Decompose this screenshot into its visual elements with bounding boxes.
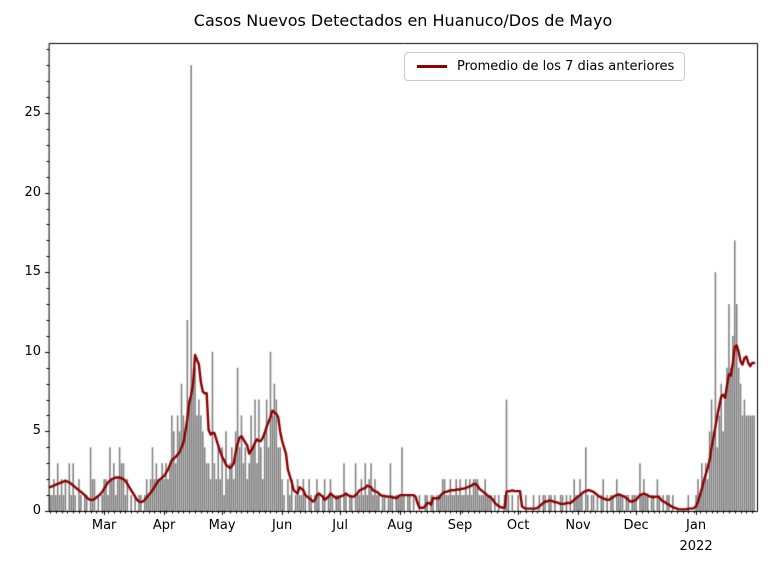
y-tick-label: 0 — [32, 503, 41, 518]
x-tick-label: Oct — [506, 518, 530, 533]
x-tick-label: Jun — [271, 518, 293, 533]
y-tick-label: 25 — [24, 105, 41, 121]
x-tick-label: Nov — [565, 518, 591, 533]
x-tick-label: May — [208, 518, 236, 533]
y-tick-label: 15 — [24, 264, 41, 280]
x-tick-label: Apr — [152, 518, 176, 533]
x-tick-label: Aug — [387, 518, 413, 533]
x-tick-year-label: 2022 — [679, 539, 713, 554]
x-tick-label: Jul — [332, 518, 348, 533]
y-tick-label: 10 — [24, 343, 41, 359]
x-tick-label: Dec — [623, 518, 649, 533]
legend-line-sample-icon — [417, 65, 447, 68]
legend-label: Promedio de los 7 dias anteriores — [457, 59, 675, 74]
y-tick-label: 20 — [24, 184, 41, 200]
x-tick-label: Jan — [686, 518, 707, 533]
x-tick-label: Sep — [447, 518, 473, 533]
x-tick-label: Mar — [91, 518, 117, 533]
legend: Promedio de los 7 dias anteriores — [404, 52, 686, 81]
chart-title: Casos Nuevos Detectados en Huanuco/Dos d… — [193, 11, 613, 30]
y-tick-label: 5 — [32, 423, 41, 439]
